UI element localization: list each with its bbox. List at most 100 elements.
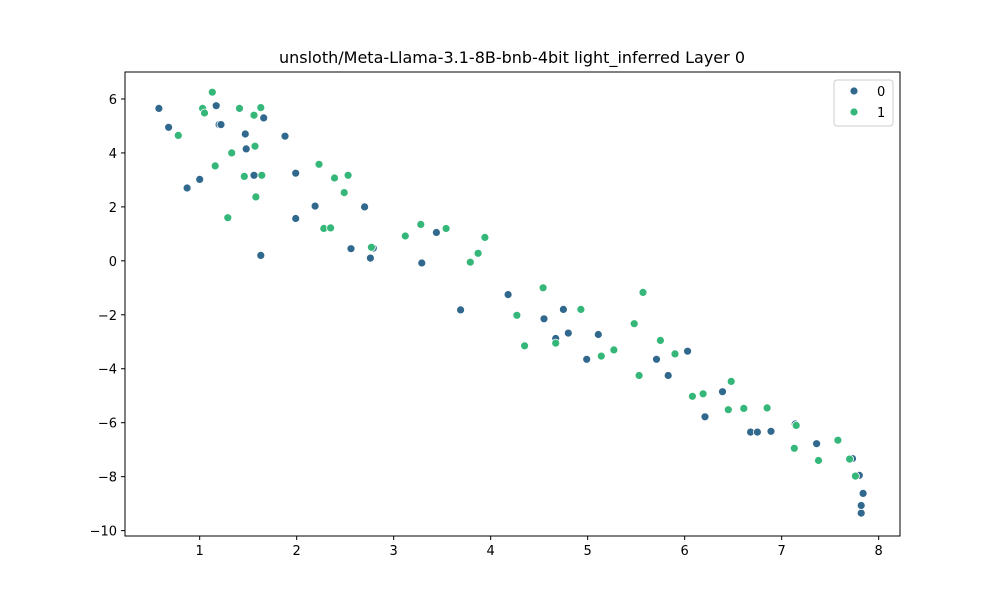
data-point-series-0-9 [249,170,259,180]
data-point-series-1-7 [235,104,244,113]
x-tick-label: 1 [196,544,204,559]
y-tick-label: 2 [109,201,117,216]
data-point-series-0-1 [164,122,174,132]
y-tick-label: 6 [109,93,117,108]
data-point-series-0-33 [683,346,692,356]
data-points [154,87,868,518]
data-point-series-1-45 [789,443,799,453]
x-tick-label: 2 [293,544,301,559]
legend-marker-series-1 [849,107,859,117]
data-point-series-0-15 [310,201,320,211]
plot-area: 1 2 3 4 5 6 7 8 −10 −8 −6 −4 −2 0 2 4 6 [90,71,901,559]
data-point-series-0-30 [593,330,603,339]
x-tick-label: 3 [390,544,398,559]
data-point-series-1-34 [629,319,639,329]
data-point-series-0-6 [216,120,226,129]
data-point-series-1-27 [512,310,522,320]
data-point-series-1-16 [326,223,336,233]
data-point-series-0-13 [291,168,301,178]
data-point-series-1-14 [314,159,324,169]
data-point-series-1-23 [441,224,451,233]
data-point-series-1-39 [688,391,697,401]
data-point-series-1-21 [400,231,410,241]
data-point-series-0-38 [766,426,776,436]
legend-label-series-1: 1 [877,106,885,121]
legend-label-series-0: 0 [877,85,885,100]
data-point-series-1-37 [656,335,665,345]
data-point-series-1-40 [698,389,708,399]
data-point-series-1-11 [251,192,261,202]
data-point-series-0-7 [240,129,250,139]
data-point-series-0-18 [360,202,370,212]
x-tick-label: 8 [875,544,883,559]
data-point-series-0-17 [346,244,356,254]
data-point-series-1-38 [670,349,680,359]
legend-box [833,79,894,127]
data-point-series-1-33 [609,345,619,355]
data-point-series-1-50 [851,471,860,481]
data-point-series-1-9 [249,110,259,120]
data-point-series-1-41 [723,405,733,415]
data-point-series-1-46 [791,420,801,430]
data-point-series-0-12 [280,131,290,141]
data-point-series-1-31 [576,304,586,314]
data-point-series-0-4 [211,101,221,111]
data-point-series-1-48 [814,456,823,465]
data-point-series-0-0 [154,104,164,113]
data-point-series-1-35 [634,371,644,380]
y-axis: −10 −8 −6 −4 −2 0 2 4 6 [90,93,125,540]
y-tick-label: −10 [90,525,117,540]
data-point-series-1-22 [416,219,426,229]
data-point-series-1-32 [596,351,606,361]
data-point-series-0-2 [182,183,192,193]
x-tick-label: 6 [681,544,689,559]
y-tick-label: 0 [109,255,117,270]
data-point-series-1-44 [762,403,772,413]
data-point-series-0-14 [291,214,301,223]
data-point-series-0-34 [700,412,710,422]
data-point-series-1-4 [210,161,220,171]
data-point-series-0-10 [256,250,266,260]
data-point-series-1-25 [473,248,483,258]
data-point-series-0-24 [503,290,513,300]
data-point-series-0-8 [241,144,251,154]
data-point-series-0-3 [195,174,205,184]
data-point-series-1-5 [223,213,233,223]
data-point-series-0-45 [858,488,868,498]
data-point-series-0-23 [456,305,466,315]
data-point-series-1-13 [257,170,267,180]
chart-title: unsloth/Meta-Llama-3.1-8B-bnb-4bit light… [279,48,745,68]
data-point-series-1-3 [207,87,217,97]
data-point-series-1-47 [833,435,843,445]
data-point-series-1-2 [200,108,209,118]
data-point-series-0-29 [582,354,592,364]
data-point-series-0-22 [431,228,441,237]
data-point-series-1-30 [551,338,561,348]
data-point-series-1-29 [538,283,548,293]
data-point-series-1-6 [227,148,237,158]
y-tick-label: −4 [98,363,117,378]
data-point-series-1-19 [343,170,353,180]
data-point-series-0-21 [417,258,427,268]
data-point-series-1-18 [339,188,349,198]
data-point-series-0-44 [856,501,866,510]
data-point-series-1-8 [239,171,249,181]
x-tick-label: 4 [487,544,495,559]
data-point-series-0-25 [539,314,549,324]
axes-frame [124,71,901,537]
data-point-series-0-35 [718,387,727,397]
data-point-series-1-26 [480,232,490,242]
y-tick-label: −8 [98,471,117,486]
legend-marker-series-0 [849,86,859,96]
data-point-series-1-17 [330,173,339,183]
x-tick-label: 7 [778,544,786,559]
data-point-series-0-31 [652,354,661,364]
data-point-series-1-28 [520,341,529,351]
data-point-series-0-28 [563,328,573,338]
legend: 0 1 [833,79,894,127]
data-point-series-1-24 [465,257,475,267]
data-point-series-1-20 [366,242,376,252]
data-point-series-1-10 [250,141,260,151]
